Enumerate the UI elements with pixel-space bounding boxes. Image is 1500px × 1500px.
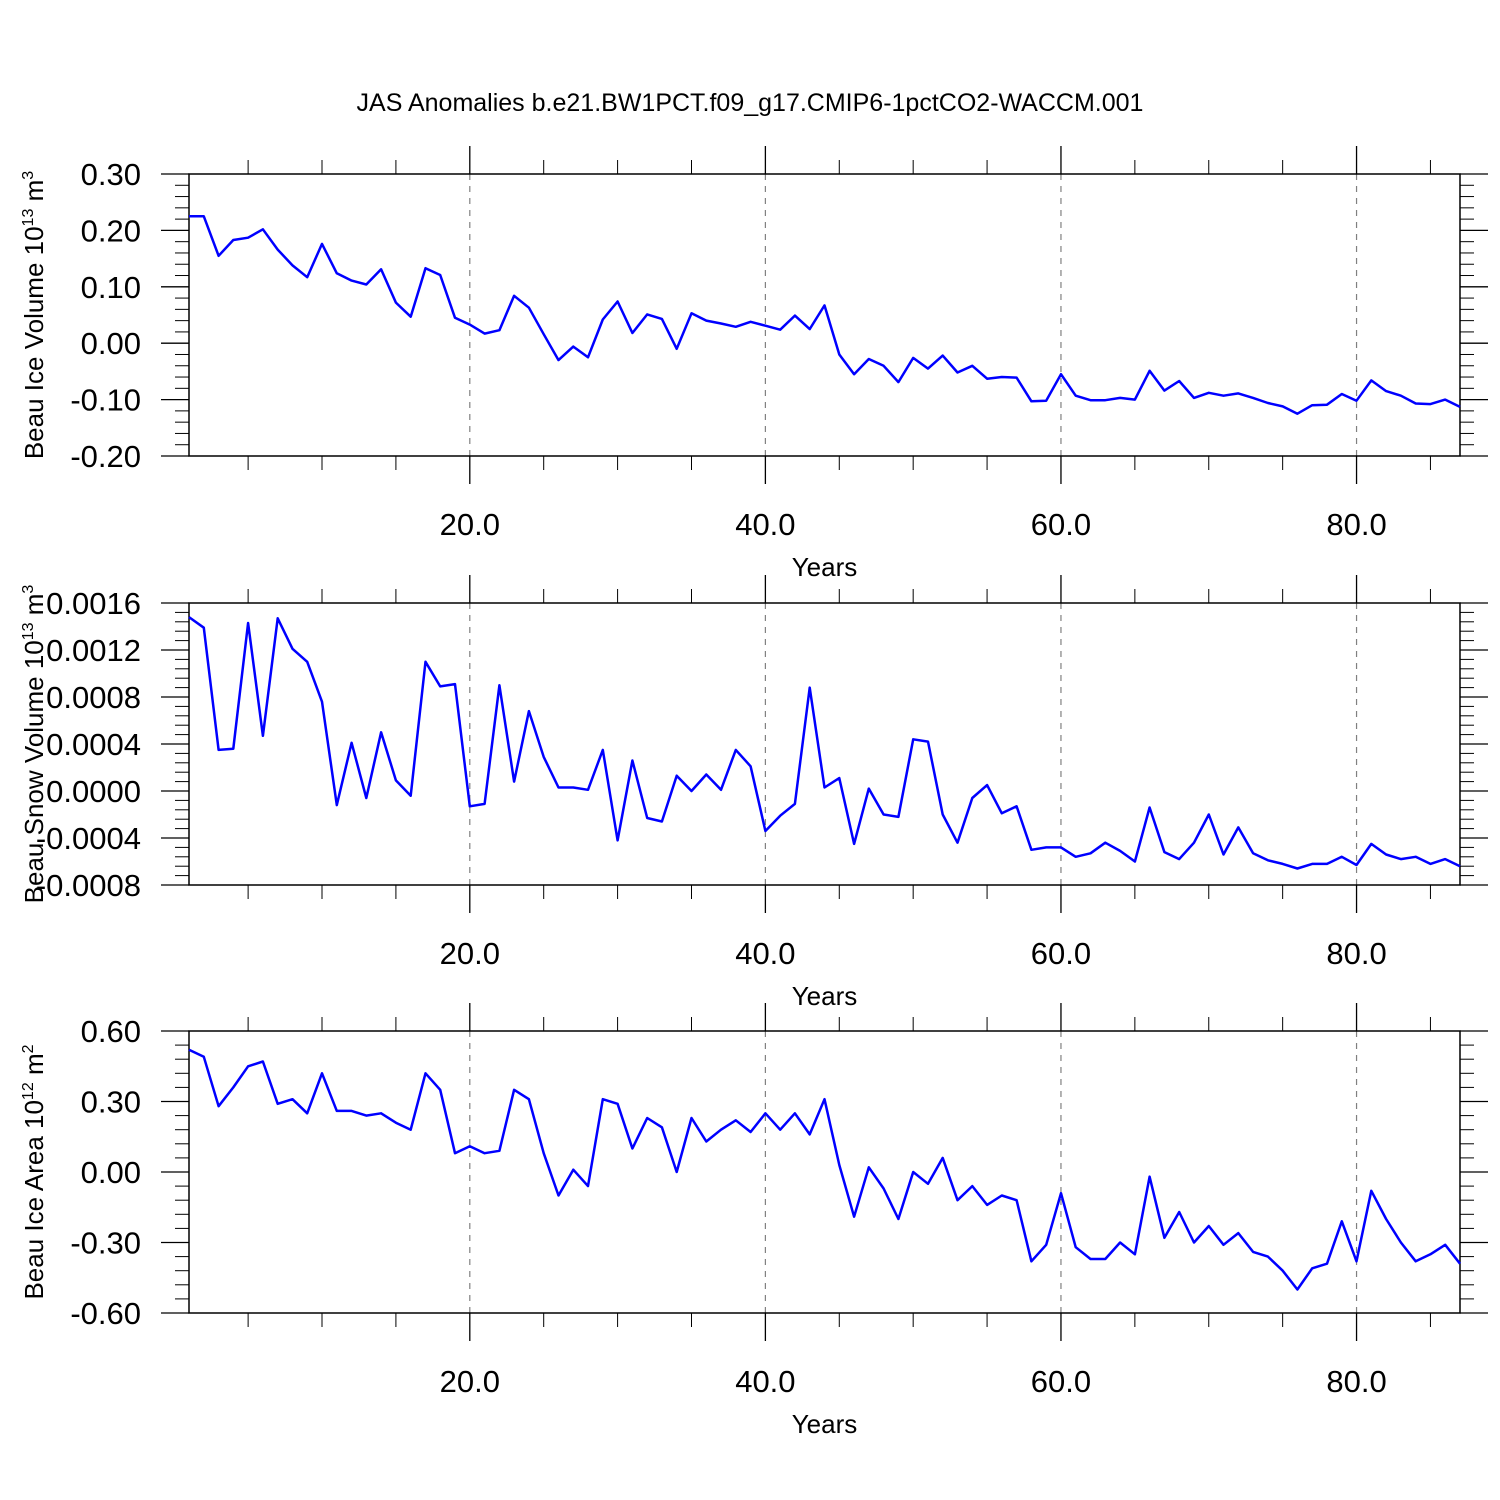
x-tick-label: 20.0: [440, 1364, 500, 1399]
y-tick-label: 0.20: [81, 213, 141, 248]
chart-panel-2: -0.0008 -0.0004 0.0000 0.0004 0.0008 0.0012 0.…: [19, 575, 1488, 1011]
y-axis-label-part: 12: [20, 1082, 37, 1100]
figure-title: JAS Anomalies b.e21.BW1PCT.f09_g17.CMIP6…: [357, 89, 1144, 117]
chart-panel-3: -0.60 -0.30 0.00 0.30 0.60 20.0 40.0 60.0 80.0 Ye…: [19, 1003, 1488, 1439]
y-tick-label: -0.0008: [36, 868, 141, 903]
y-tick-label: 0.0004: [46, 727, 141, 762]
x-tick-label: 80.0: [1326, 507, 1386, 542]
y-axis-label: Beau Ice Area 1012 m2: [19, 1044, 49, 1299]
x-tick-label: 40.0: [735, 1364, 795, 1399]
plot-frame: [188, 173, 1461, 457]
y-tick-label: 0.00: [81, 1155, 141, 1190]
y-tick-label: -0.60: [70, 1296, 141, 1331]
x-tick-label: 60.0: [1031, 507, 1091, 542]
y-axis-label-part: m: [19, 180, 49, 209]
y-tick-label: -0.30: [70, 1226, 141, 1261]
y-axis-label: Beau Snow Volume 1013 m3: [19, 585, 49, 904]
series-line: [189, 215, 1461, 415]
y-tick-label: 0.0000: [46, 774, 141, 809]
y-axis-label: Beau Ice Volume 1013 m3: [19, 171, 49, 459]
y-axis-label-part: Beau Ice Area 10: [19, 1100, 49, 1299]
x-tick-label: 40.0: [735, 936, 795, 971]
y-axis-label-part: m: [19, 1053, 49, 1082]
y-axis-label-part: 13: [20, 209, 37, 227]
chart-panel-1: -0.20 -0.10 0.00 0.10 0.20 0.30 20.0 40.0 60.0 80…: [19, 146, 1488, 582]
x-tick-label: 80.0: [1326, 1364, 1386, 1399]
y-axis-label-part: 13: [20, 622, 37, 640]
y-tick-label: 0.30: [81, 157, 141, 192]
y-tick-label: 0.30: [81, 1085, 141, 1120]
plot-frame: [188, 1030, 1461, 1314]
x-tick-label: 20.0: [440, 507, 500, 542]
y-tick-label: -0.0004: [36, 821, 141, 856]
x-axis-label: Years: [792, 1409, 858, 1439]
y-axis-label-part: m: [19, 594, 49, 623]
x-tick-label: 60.0: [1031, 1364, 1091, 1399]
y-tick-label: 0.10: [81, 270, 141, 305]
y-axis-label-part: Beau Snow Volume 10: [19, 640, 49, 903]
series-line: [188, 1048, 1461, 1291]
y-axis-label-part: 3: [20, 585, 37, 594]
y-axis-label-part: 2: [20, 1044, 37, 1053]
x-tick-label: 40.0: [735, 507, 795, 542]
y-axis-label-part: 3: [20, 171, 37, 180]
x-axis-label: Years: [792, 552, 858, 582]
y-tick-label: 0.60: [81, 1014, 141, 1049]
x-tick-label: 80.0: [1326, 936, 1386, 971]
x-axis-label: Years: [792, 981, 858, 1011]
y-tick-label: 0.00: [81, 326, 141, 361]
y-tick-label: -0.20: [70, 439, 141, 474]
x-tick-label: 20.0: [440, 936, 500, 971]
series-line: [188, 616, 1461, 870]
x-tick-label: 60.0: [1031, 936, 1091, 971]
y-tick-label: 0.0012: [46, 633, 141, 668]
y-tick-label: 0.0016: [46, 586, 141, 621]
y-tick-label: -0.10: [70, 383, 141, 418]
y-axis-label-part: Beau Ice Volume 10: [19, 226, 49, 459]
y-tick-label: 0.0008: [46, 680, 141, 715]
